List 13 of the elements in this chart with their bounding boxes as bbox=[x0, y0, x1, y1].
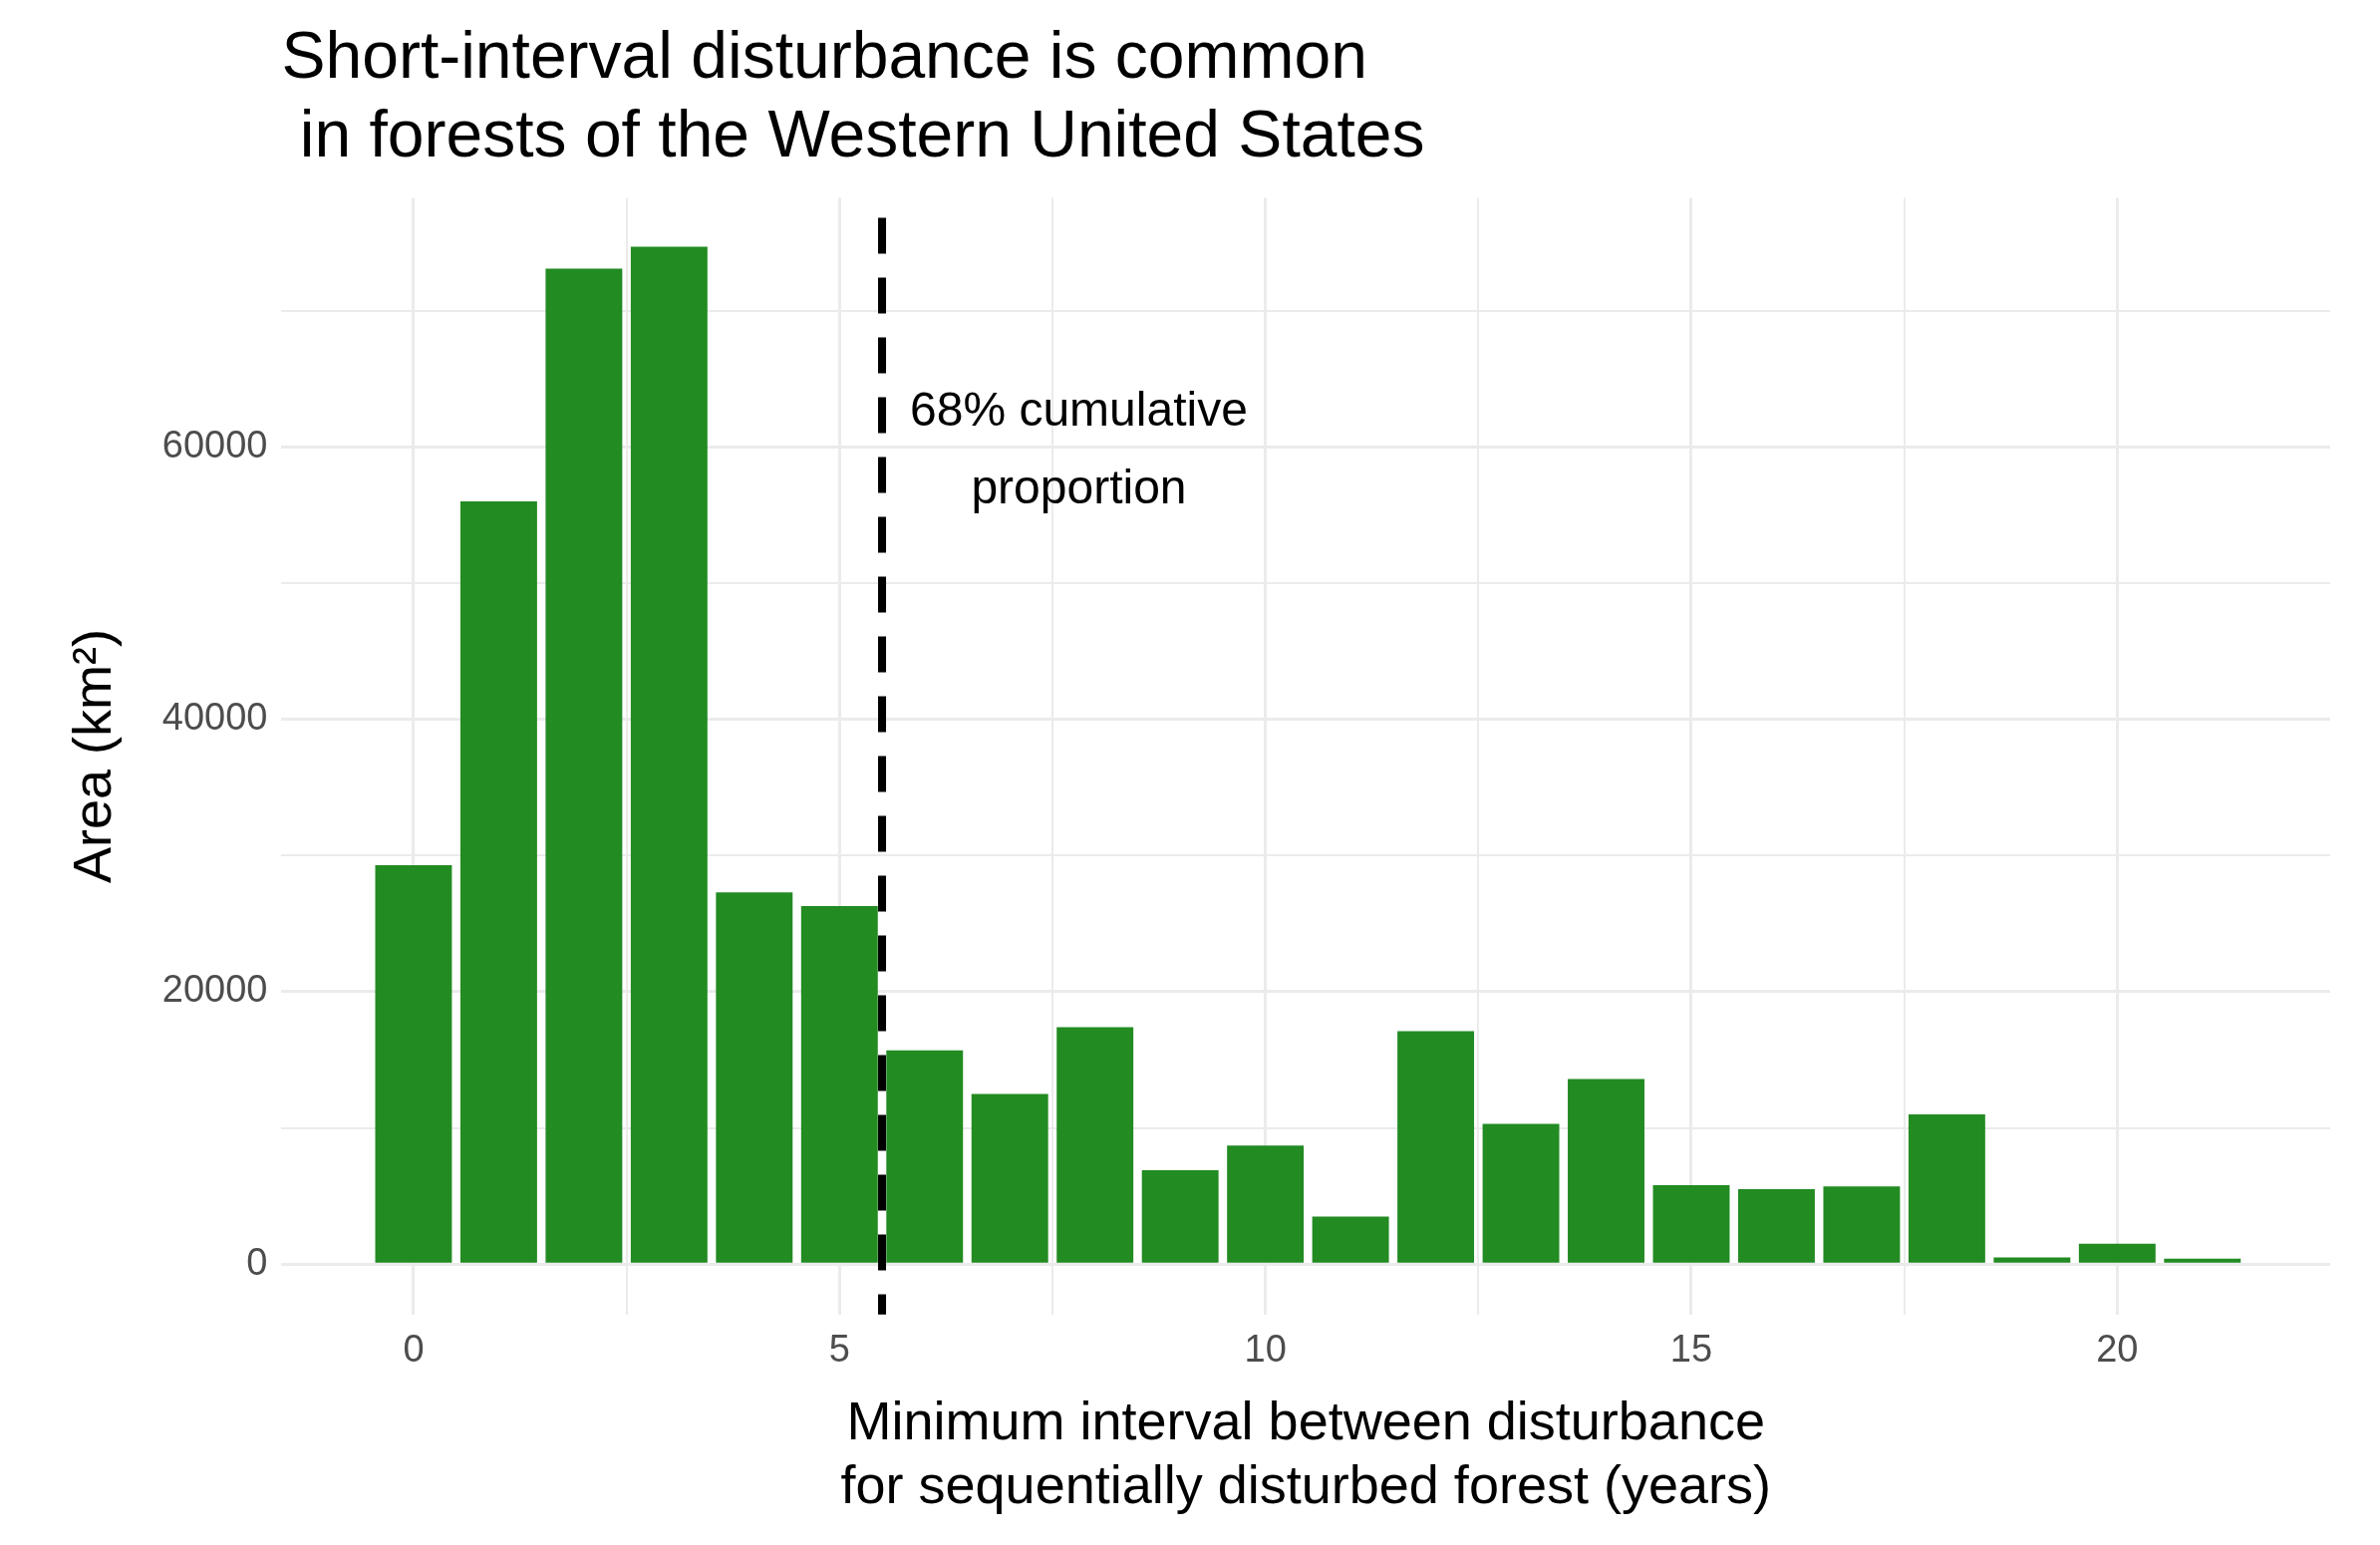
x-tick-label: 15 bbox=[1669, 1328, 1713, 1371]
y-tick-label: 0 bbox=[246, 1240, 268, 1283]
y-axis-title: Area (km²) bbox=[62, 629, 123, 884]
y-tick-label: 40000 bbox=[161, 696, 268, 739]
x-tick-label: 5 bbox=[828, 1328, 850, 1371]
x-tick-label: 10 bbox=[1244, 1328, 1287, 1371]
ref-line-label: 68% cumulative proportion bbox=[910, 382, 1248, 513]
x-tick-label: 0 bbox=[403, 1328, 425, 1371]
x-axis-title: Minimum interval between disturbance for sequentially disturbed forest (years) bbox=[840, 1390, 1771, 1515]
chart-title: Short-interval disturbance is common in forests of the Western United States bbox=[281, 17, 1425, 170]
y-tick-label: 20000 bbox=[161, 968, 268, 1011]
y-tick-label: 60000 bbox=[161, 423, 268, 465]
x-tick-label: 20 bbox=[2096, 1328, 2139, 1371]
